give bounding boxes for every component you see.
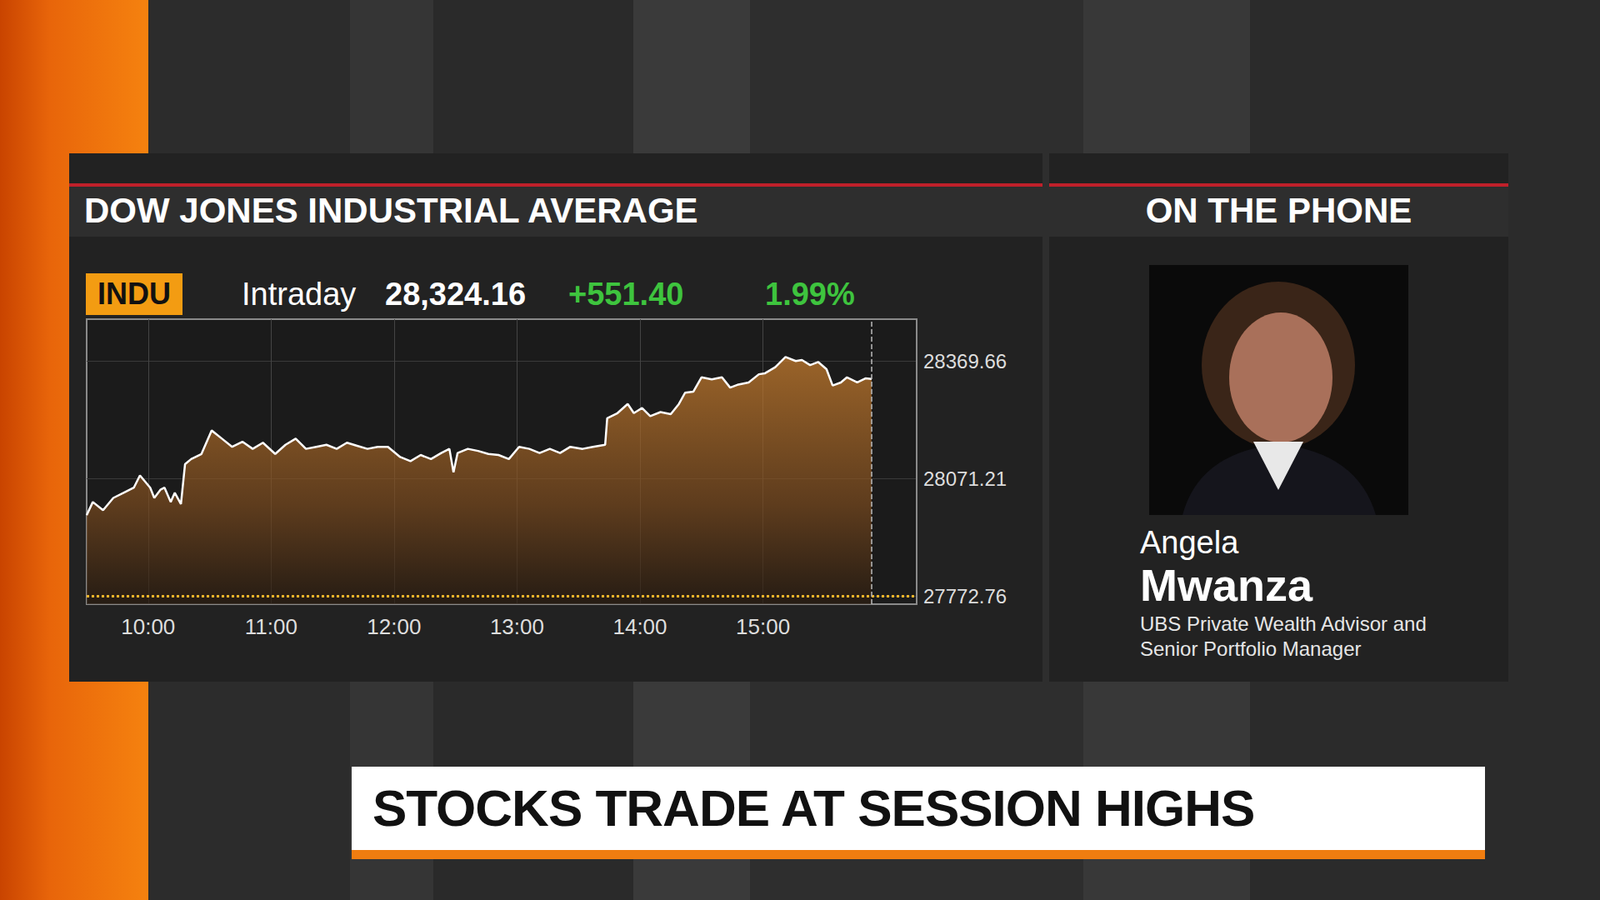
html-text:Intraday: Intraday [241,276,357,312]
svg-text:12:00: 12:00 [366,614,421,640]
html-text:Mwanza: Mwanza [1140,560,1313,610]
svg-text:15:00: 15:00 [735,614,790,640]
html-text:1.99%: 1.99% [765,276,855,312]
svg-text:28369.66: 28369.66 [923,350,1007,373]
svg-text:28071.21: 28071.21 [923,467,1007,490]
html-text:ON THE PHONE: ON THE PHONE [1145,190,1412,230]
html-text:Angela: Angela [1140,525,1239,560]
html-text:28,324.16: 28,324.16 [385,276,526,312]
html-text:STOCKS TRADE AT SESSION HIGHS: STOCKS TRADE AT SESSION HIGHS [372,779,1255,837]
html-text:+551.40: +551.40 [568,276,684,312]
svg-text:10:00: 10:00 [120,614,175,640]
html-text:INDU: INDU [97,276,171,311]
svg-text:11:00: 11:00 [245,614,298,640]
svg-text:13:00: 13:00 [490,614,545,640]
html-text:DOW JONES INDUSTRIAL AVERAGE: DOW JONES INDUSTRIAL AVERAGE [84,190,698,230]
svg-text:27772.76: 27772.76 [923,585,1007,608]
html-text:UBS Private Wealth Advisor and: UBS Private Wealth Advisor and [1140,612,1427,635]
svg-text:14:00: 14:00 [612,614,667,640]
html-text:Senior Portfolio Manager: Senior Portfolio Manager [1140,637,1362,660]
